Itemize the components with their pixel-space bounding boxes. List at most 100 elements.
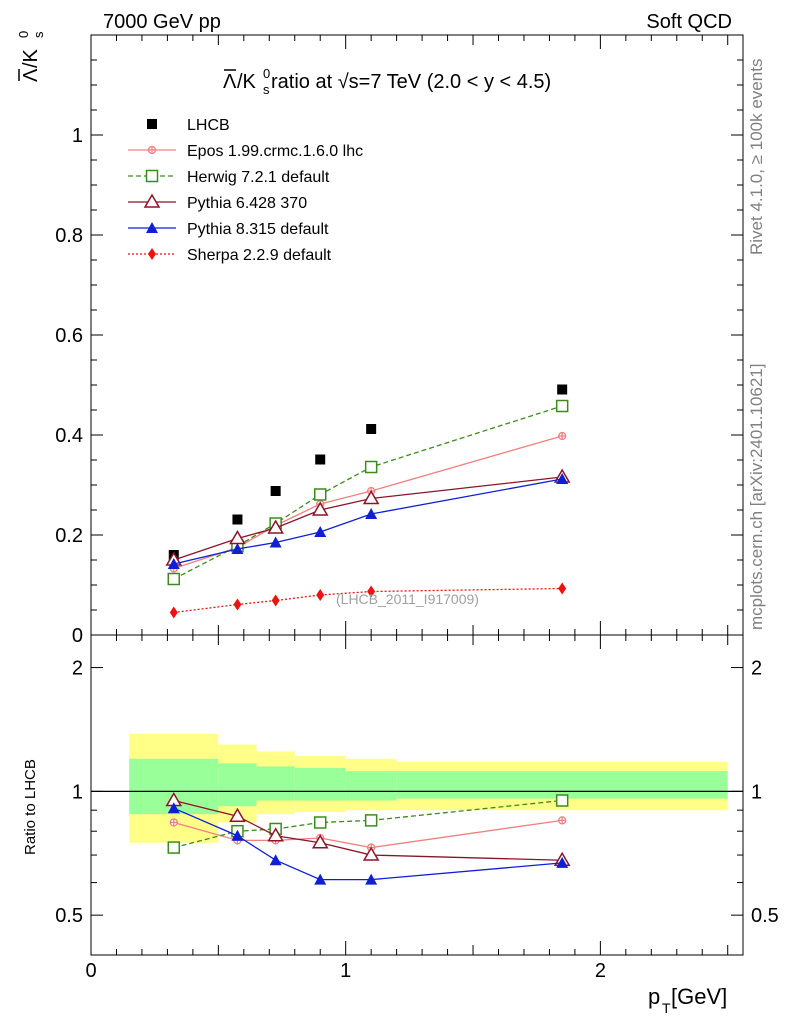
ratio-y-tick-label: 1 <box>72 781 83 803</box>
main-y-tick-label: 0.6 <box>55 325 83 347</box>
ratio-line-py8 <box>173 807 563 881</box>
ratio-point-epos <box>558 816 567 825</box>
data-point-py6 <box>267 519 284 534</box>
ratio-y-tick-label: 2 <box>72 658 83 680</box>
analysis-watermark: (LHCB_2011_I917009) <box>336 591 479 607</box>
svg-text:s: s <box>263 82 270 97</box>
ratio-point-herwig <box>364 814 378 827</box>
x-tick-label: 0 <box>85 960 96 982</box>
data-point-py8 <box>314 526 327 537</box>
legend-label-lhcb: LHCB <box>187 117 230 134</box>
ratio-point-epos <box>169 818 178 827</box>
ratio-series-py8 <box>167 802 569 885</box>
main-y-tick-label: 0 <box>72 625 83 647</box>
data-point-lhcb <box>270 486 281 496</box>
svg-text:ratio at √s=7 TeV (2.0 < y < 4: ratio at √s=7 TeV (2.0 < y < 4.5) <box>271 71 551 93</box>
data-point-herwig <box>364 460 378 474</box>
legend-label-py6: Pythia 6.428 370 <box>187 195 307 212</box>
ratio-point-py6 <box>229 807 246 822</box>
svg-text:T: T <box>662 1000 671 1016</box>
ratio-point-py8 <box>365 873 378 885</box>
ratio-y-tick-label: 0.5 <box>55 905 83 927</box>
ratio-point-herwig <box>313 816 327 829</box>
data-point-sherpa <box>271 594 280 607</box>
legend-marker-epos <box>147 145 157 155</box>
ratio-line-py6 <box>173 799 563 861</box>
ratio-band-inner <box>218 763 257 807</box>
data-point-lhcb <box>366 424 377 434</box>
series-line-py6 <box>173 476 563 561</box>
svg-text:/K: /K <box>20 48 42 68</box>
ratio-point-py8 <box>556 856 569 868</box>
legend-marker-herwig <box>145 169 159 183</box>
main-y-tick-label: 0.4 <box>55 425 83 447</box>
series-py8 <box>167 473 569 569</box>
legend-marker-lhcb <box>147 119 157 129</box>
main-title: Λ /K 0 s ratio at √s=7 TeV (2.0 < y < 4.… <box>223 66 551 97</box>
data-point-py8 <box>167 558 180 569</box>
ratio-band-inner <box>256 766 295 801</box>
ratio-line-herwig <box>173 799 563 849</box>
ratio-point-py8 <box>231 829 244 841</box>
legend-entry-py8: Pythia 8.315 default <box>128 221 329 238</box>
ratio-point-herwig <box>555 794 569 807</box>
legend-entry-epos: Epos 1.99.crmc.1.6.0 lhc <box>128 143 363 160</box>
data-point-sherpa <box>367 585 376 598</box>
data-point-sherpa <box>316 589 325 601</box>
main-y-axis-label: Λ /K 0 s <box>16 31 46 82</box>
data-point-py8 <box>365 508 378 519</box>
x-axis-label: p T [GeV] <box>648 984 727 1016</box>
legend-label-py8: Pythia 8.315 default <box>187 221 329 238</box>
legend-marker-sherpa <box>148 248 156 260</box>
mcplots-label: mcplots.cern.ch [arXiv:2401.10621] <box>747 364 766 630</box>
data-point-lhcb <box>557 384 568 395</box>
ratio-plot-frame <box>90 634 744 956</box>
ratio-series-layer <box>165 792 571 885</box>
data-point-herwig <box>313 488 327 501</box>
ratio-point-py6 <box>311 834 329 849</box>
data-point-epos <box>558 431 567 441</box>
data-point-herwig <box>555 399 569 413</box>
svg-text:Λ: Λ <box>20 68 42 82</box>
data-point-py8 <box>556 473 569 484</box>
ratio-band-inner <box>345 771 397 801</box>
ratio-point-py8 <box>269 854 282 866</box>
series-sherpa <box>169 582 567 619</box>
svg-text:[GeV]: [GeV] <box>671 984 727 1009</box>
x-tick-label: 1 <box>340 960 351 982</box>
data-point-lhcb <box>315 454 326 465</box>
legend-entry-herwig: Herwig 7.2.1 default <box>128 169 330 186</box>
data-point-py6 <box>311 501 329 516</box>
legend-label-herwig: Herwig 7.2.1 default <box>187 169 330 186</box>
data-point-sherpa <box>558 582 567 595</box>
svg-text:0: 0 <box>263 66 270 81</box>
ratio-point-py6 <box>362 846 380 861</box>
data-point-herwig <box>167 572 181 586</box>
series-line-sherpa <box>173 587 563 614</box>
ratio-band-inner <box>396 771 728 799</box>
legend-marker-py8 <box>146 222 158 233</box>
ratio-point-py8 <box>314 873 327 885</box>
header-left: 7000 GeV pp <box>103 11 221 33</box>
main-y-tick-label: 0.8 <box>55 225 83 247</box>
x-tick-label: 2 <box>595 960 606 982</box>
data-point-sherpa <box>233 598 242 611</box>
legend-entry-lhcb: LHCB <box>147 117 230 134</box>
header-right: Soft QCD <box>646 11 732 33</box>
ratio-point-py6 <box>267 827 284 842</box>
rivet-version-label: Rivet 4.1.0, ≥ 100k events <box>747 59 766 255</box>
main-y-tick-label: 1 <box>72 125 83 147</box>
data-point-lhcb <box>232 514 243 525</box>
ratio-y-axis-label: Ratio to LHCB <box>22 759 39 855</box>
svg-text:s: s <box>31 31 46 38</box>
ratio-y-tick-label-right: 0.5 <box>751 905 779 927</box>
main-y-tick-label: 0.2 <box>55 525 83 547</box>
svg-text:0: 0 <box>16 31 31 38</box>
ratio-y-tick-label-right: 1 <box>751 781 762 803</box>
data-point-py6 <box>362 490 380 505</box>
data-point-py8 <box>231 543 244 554</box>
ratio-point-py8 <box>167 802 180 814</box>
ratio-point-herwig <box>167 841 181 854</box>
ratio-band-inner <box>294 767 346 801</box>
